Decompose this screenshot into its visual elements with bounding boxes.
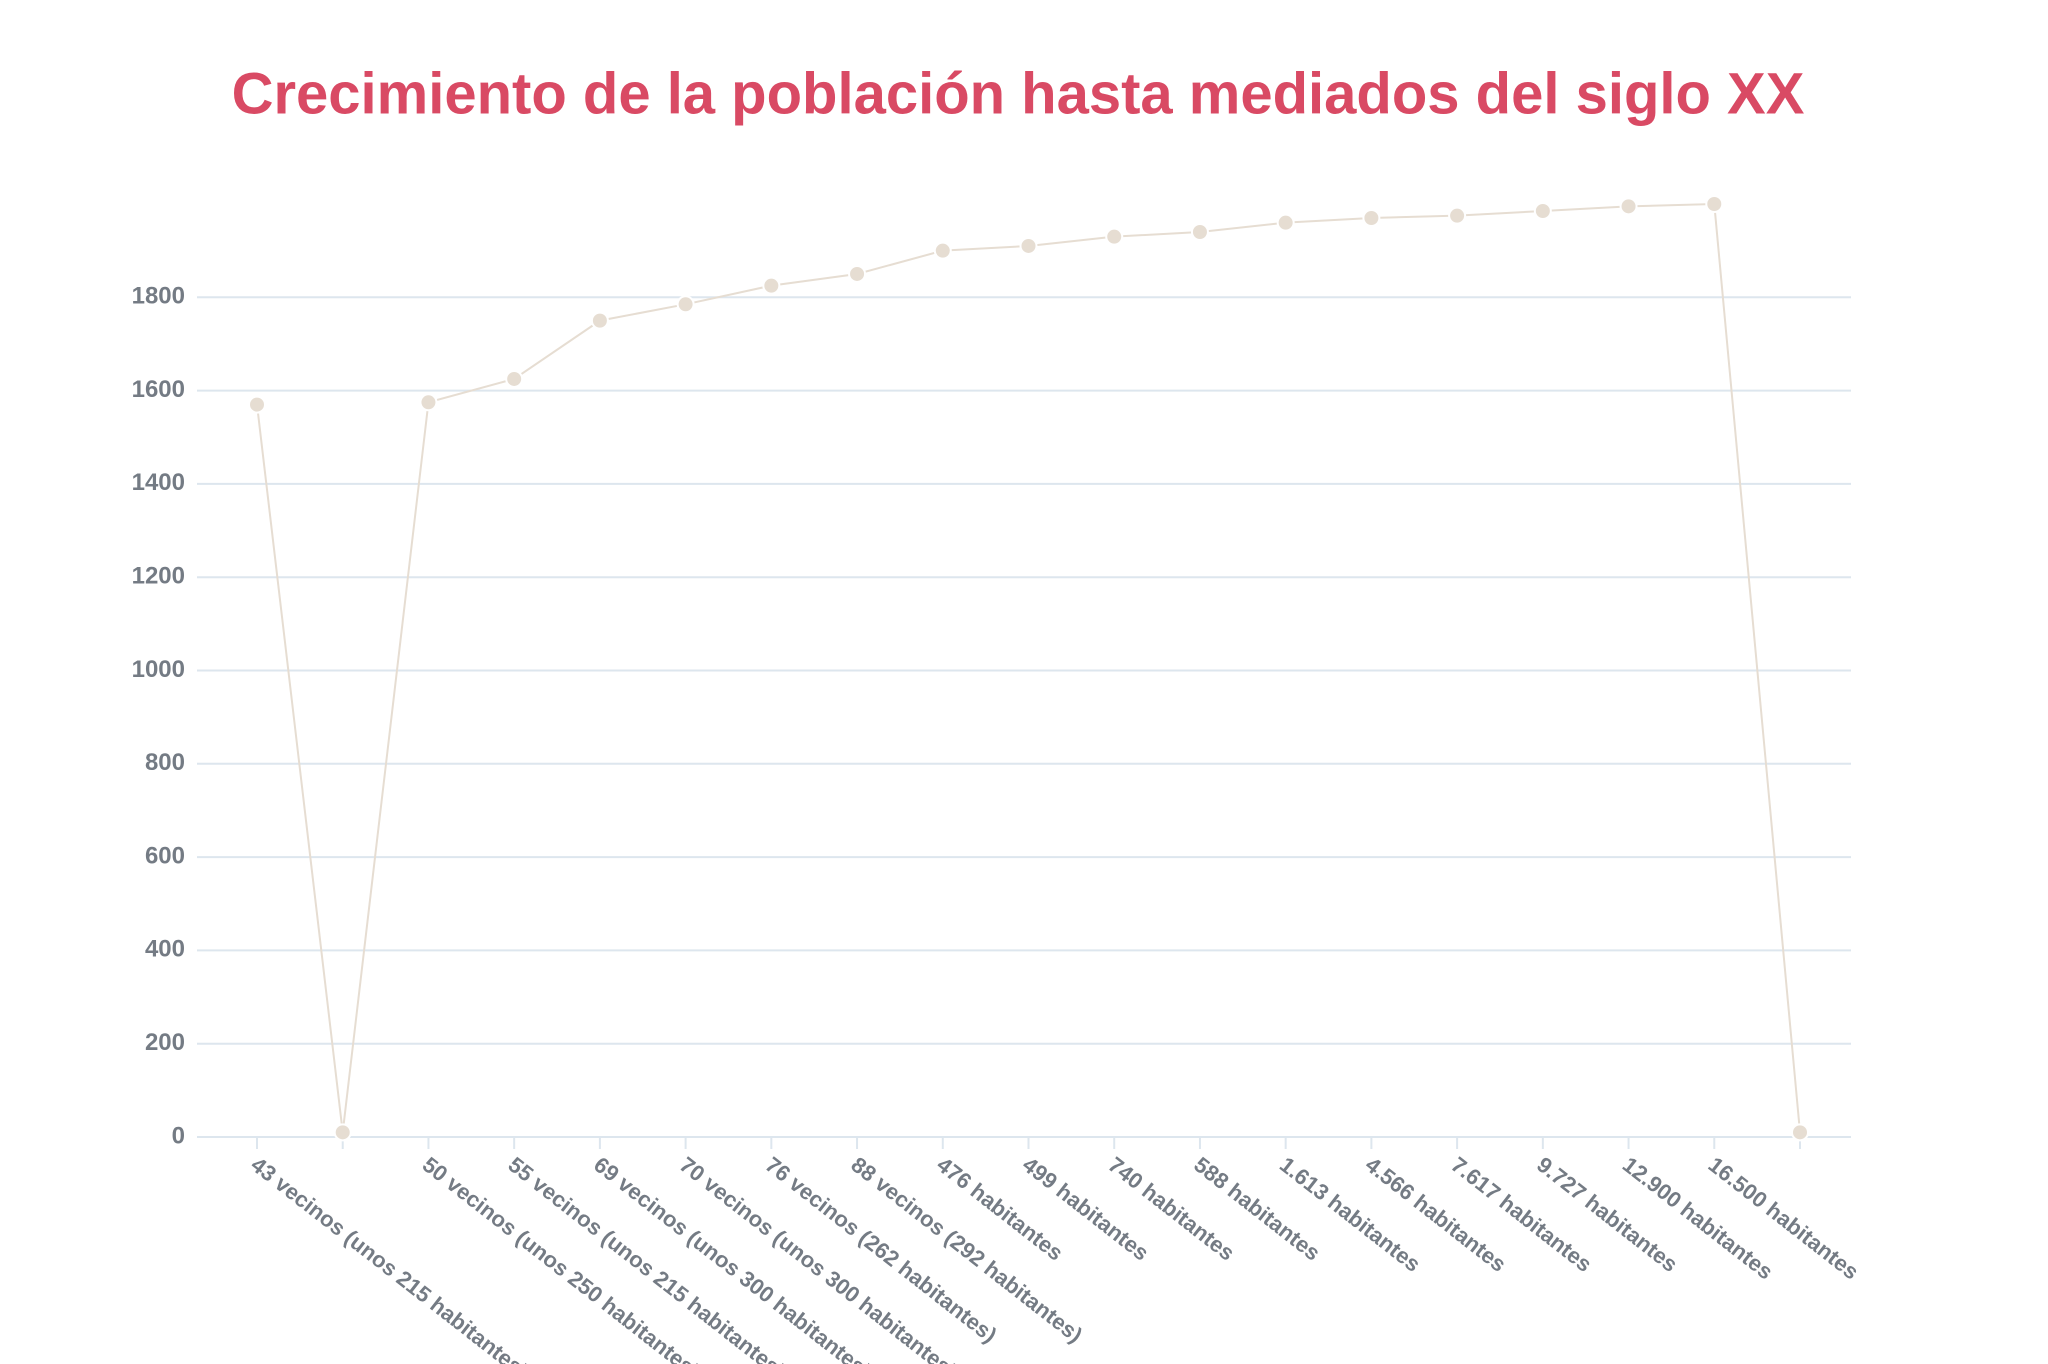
chart-title: Crecimiento de la población hasta mediad…: [232, 61, 1805, 126]
marker: [419, 393, 438, 412]
marker: [590, 311, 609, 330]
y-tick-label: 1800: [132, 283, 185, 310]
marker: [1533, 201, 1552, 220]
y-tick-label: 1600: [132, 376, 185, 403]
x-tick-label: 1.613 habitantes: [1275, 1152, 1425, 1277]
x-tick-label: 16.500 habitantes: [1704, 1152, 1864, 1285]
marker: [1190, 222, 1209, 241]
y-tick-label: 800: [145, 749, 185, 776]
marker: [1105, 227, 1124, 246]
marker: [933, 241, 952, 260]
marker: [676, 295, 695, 314]
marker: [1448, 206, 1467, 225]
marker: [505, 369, 524, 388]
marker: [762, 276, 781, 295]
y-tick-label: 600: [145, 842, 185, 869]
y-tick-label: 1400: [132, 469, 185, 496]
marker: [1362, 208, 1381, 227]
y-tick-label: 1200: [132, 563, 185, 590]
x-tick-label: 43 vecinos (unos 215 habitantes): [246, 1152, 533, 1364]
x-tick-label: 4.566 habitantes: [1361, 1152, 1511, 1277]
x-tick-label: 9.727 habitantes: [1532, 1152, 1682, 1277]
y-tick-label: 400: [145, 936, 185, 963]
marker: [1019, 236, 1038, 255]
marker: [848, 264, 867, 283]
y-tick-label: 1000: [132, 656, 185, 683]
marker: [1791, 1123, 1809, 1142]
line: [256, 202, 1801, 1133]
marker: [248, 395, 266, 414]
marker: [1619, 197, 1638, 216]
y-tick-label: 0: [172, 1122, 185, 1149]
y-tick-label: 200: [145, 1029, 185, 1056]
marker: [1705, 195, 1724, 213]
marker: [1276, 213, 1295, 232]
marker: [333, 1123, 352, 1142]
x-tick-label: 12.900 habitantes: [1618, 1152, 1778, 1285]
x-tick-label: 7.617 habitantes: [1446, 1152, 1596, 1277]
